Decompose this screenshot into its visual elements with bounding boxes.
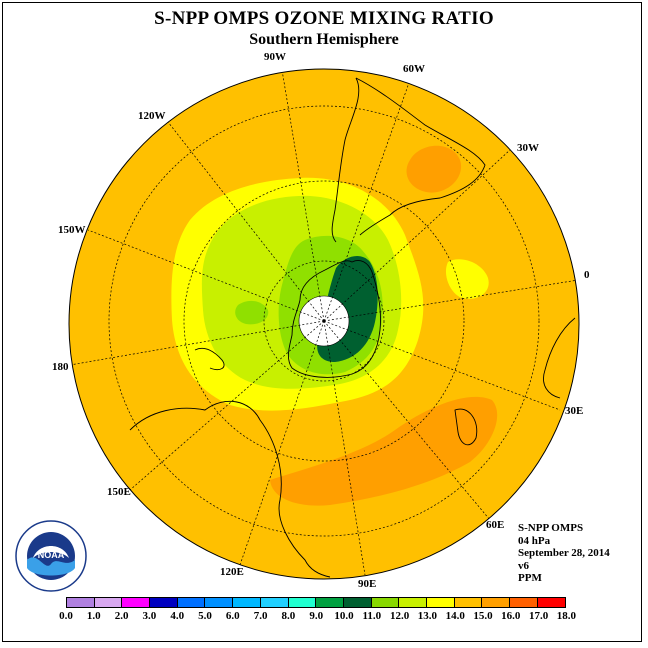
figure-subtitle: Southern Hemisphere xyxy=(249,31,399,48)
colorbar-swatch xyxy=(260,598,289,607)
colorbar-swatch xyxy=(343,598,372,607)
colorbar xyxy=(66,597,567,608)
south-america-west-coast xyxy=(331,77,360,243)
info-block: S-NPP OMPS 04 hPa September 28, 2014 v6 … xyxy=(518,522,610,585)
colorbar-tick-label: 2.0 xyxy=(114,610,129,622)
lon-label-120e: 120E xyxy=(220,566,244,578)
ozone-field xyxy=(69,69,579,579)
colorbar-tick-label: 3.0 xyxy=(142,610,157,622)
band-12-13-patch-east xyxy=(445,259,489,299)
figure-title: S-NPP OMPS OZONE MIXING RATIO xyxy=(154,8,494,29)
colorbar-swatch xyxy=(177,598,206,607)
colorbar-swatch xyxy=(288,598,317,607)
colorbar-swatch xyxy=(316,598,344,607)
colorbar-swatch xyxy=(371,598,400,607)
colorbar-ticks: 0.0 1.0 2.0 3.0 4.0 5.0 6.0 7.0 8.0 9.0 10.0 11.0 12… xyxy=(0,610,648,624)
new-zealand-coast xyxy=(194,347,225,371)
band-14-15-patch-north xyxy=(406,145,462,193)
colorbar-tick-label: 17.0 xyxy=(528,610,549,622)
colorbar-swatch xyxy=(67,598,95,607)
madagascar-coast xyxy=(454,408,478,446)
colorbar-tick-label: 12.0 xyxy=(389,610,410,622)
colorbar-tick-label: 6.0 xyxy=(225,610,240,622)
info-date: September 28, 2014 xyxy=(518,547,610,559)
info-units: PPM xyxy=(518,572,542,584)
lon-label-30w: 30W xyxy=(517,142,539,154)
colorbar-swatch xyxy=(399,598,427,607)
colorbar-swatch xyxy=(205,598,234,607)
colorbar-tick-label: 18.0 xyxy=(556,610,577,622)
colorbar-tick-label: 4.0 xyxy=(170,610,185,622)
info-version: v6 xyxy=(518,559,529,572)
lon-label-180: 180 xyxy=(52,361,69,373)
lon-label-150e: 150E xyxy=(107,486,131,498)
colorbar-swatch xyxy=(233,598,261,607)
colorbar-tick-label: 7.0 xyxy=(253,610,268,622)
antarctica-coast xyxy=(287,260,381,378)
band-14-15-patch-south xyxy=(270,396,498,506)
logo-text: NOAA xyxy=(38,550,65,560)
latitude-circles xyxy=(108,105,540,537)
lon-label-60e: 60E xyxy=(486,519,504,531)
colorbar-swatch xyxy=(94,598,123,607)
colorbar-swatch xyxy=(537,598,566,607)
colorbar-tick-label: 15.0 xyxy=(473,610,493,622)
colorbar-swatch xyxy=(426,598,455,607)
figure-frame xyxy=(2,2,642,642)
lon-label-90w: 90W xyxy=(264,51,286,63)
australia-coast xyxy=(129,400,331,578)
lon-label-90e: 90E xyxy=(358,578,376,590)
colorbar-swatch xyxy=(482,598,510,607)
colorbar-tick-label: 13.0 xyxy=(417,610,438,622)
colorbar-swatch xyxy=(122,598,151,607)
lon-label-0: 0 xyxy=(584,269,590,281)
map-boundary xyxy=(68,68,580,580)
lon-label-120w: 120W xyxy=(138,110,166,122)
coastlines xyxy=(129,77,576,578)
colorbar-tick-label: 11.0 xyxy=(362,610,382,622)
lon-label-150w: 150W xyxy=(58,224,86,236)
colorbar-swatch xyxy=(510,598,538,607)
info-pressure-level: 04 hPa xyxy=(518,534,551,547)
colorbar-swatch xyxy=(150,598,178,607)
info-satellite: S-NPP OMPS xyxy=(518,522,584,534)
colorbar-tick-label: 8.0 xyxy=(281,610,296,622)
south-america-east-coast xyxy=(355,77,486,236)
lon-label-30e: 30E xyxy=(565,405,583,417)
colorbar-tick-label: 9.0 xyxy=(309,610,324,622)
meridians xyxy=(69,69,579,576)
noaa-logo: NOAA xyxy=(15,520,87,592)
lon-label-60w: 60W xyxy=(403,63,425,75)
colorbar-swatch xyxy=(454,598,483,607)
colorbar-tick-label: 10.0 xyxy=(334,610,354,622)
colorbar-tick-label: 5.0 xyxy=(198,610,212,622)
colorbar-tick-label: 1.0 xyxy=(86,610,101,622)
colorbar-tick-label: 16.0 xyxy=(501,610,521,622)
band-10-11-patch-west xyxy=(235,300,269,325)
colorbar-tick-label: 0.0 xyxy=(59,610,73,622)
colorbar-tick-label: 14.0 xyxy=(445,610,465,622)
africa-coast xyxy=(543,317,576,399)
